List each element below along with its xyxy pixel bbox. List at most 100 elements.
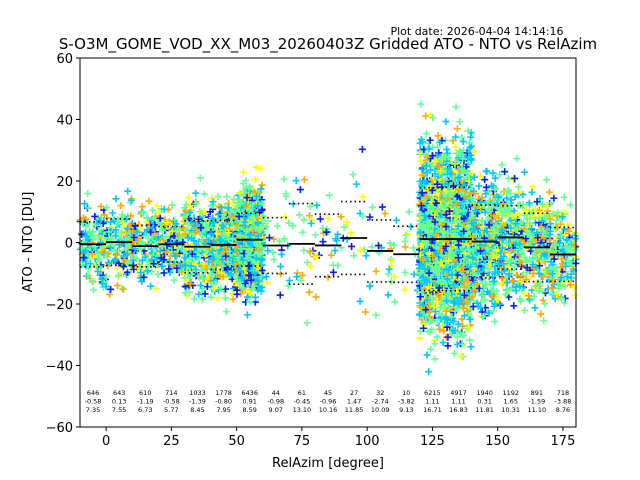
scatter-point — [523, 215, 531, 223]
scatter-point — [160, 205, 168, 213]
scatter-point — [197, 224, 205, 232]
scatter-point — [117, 228, 125, 236]
scatter-point — [513, 271, 521, 279]
scatter-point — [518, 286, 526, 293]
scatter-point — [407, 223, 415, 231]
scatter-point — [340, 223, 348, 231]
scatter-point — [560, 193, 568, 201]
scatter-point — [258, 181, 266, 189]
scatter-point — [426, 182, 434, 190]
scatter-point — [219, 262, 227, 270]
scatter-point — [127, 212, 135, 220]
scatter-point — [417, 190, 425, 198]
scatter-point — [456, 217, 464, 225]
scatter-point — [258, 206, 266, 214]
scatter-point — [423, 193, 431, 201]
scatter-point — [114, 216, 122, 224]
scatter-point — [81, 229, 89, 237]
scatter-point — [458, 340, 466, 348]
scatter-point — [482, 249, 490, 257]
scatter-point — [113, 264, 121, 272]
scatter-point — [513, 155, 521, 163]
scatter-point — [182, 207, 190, 215]
scatter-point — [466, 144, 474, 152]
scatter-point — [277, 270, 285, 278]
scatter-point — [500, 222, 508, 230]
scatter-point — [552, 216, 560, 224]
scatter-point — [456, 173, 464, 181]
scatter-point — [418, 165, 426, 173]
scatter-point — [423, 351, 431, 359]
scatter-point — [415, 264, 423, 272]
scatter-point — [529, 269, 537, 277]
scatter-point — [124, 187, 132, 195]
scatter-point — [337, 213, 345, 221]
scatter-point — [455, 254, 463, 262]
scatter-point — [172, 220, 180, 228]
scatter-point — [150, 260, 158, 268]
scatter-point — [432, 243, 440, 251]
scatter-point — [527, 236, 535, 244]
scatter-point — [312, 293, 320, 301]
scatter-point — [545, 188, 553, 196]
scatter-point — [190, 295, 198, 303]
scatter-point — [441, 153, 449, 161]
scatter-point — [295, 211, 303, 219]
scatter-point — [133, 228, 141, 236]
scatter-point — [532, 205, 540, 213]
scatter-point — [278, 251, 286, 259]
scatter-point — [447, 219, 455, 227]
scatter-point — [542, 176, 550, 184]
scatter-point — [158, 263, 166, 271]
scatter-point — [313, 201, 321, 209]
scatter-point — [479, 223, 487, 231]
scatter-point — [450, 349, 458, 357]
scatter-point — [219, 248, 227, 256]
scatter-point — [488, 292, 496, 300]
scatter-point — [566, 201, 574, 209]
scatter-point — [512, 210, 520, 218]
scatter-point — [521, 206, 529, 214]
scatter-point — [96, 217, 104, 225]
scatter-point — [517, 249, 525, 257]
scatter-point — [170, 276, 178, 284]
scatter-point — [300, 176, 308, 184]
scatter-point — [223, 193, 231, 201]
scatter-point — [186, 280, 194, 288]
scatter-point — [121, 256, 129, 264]
scatter-points — [76, 100, 580, 376]
scatter-point — [432, 199, 440, 207]
scatter-point — [481, 296, 489, 304]
scatter-point — [401, 268, 409, 276]
scatter-point — [508, 277, 516, 285]
scatter-point — [540, 213, 548, 221]
scatter-point — [254, 277, 262, 285]
scatter-point — [539, 256, 547, 264]
scatter-point — [507, 285, 515, 293]
scatter-point — [449, 318, 457, 326]
scatter-point — [359, 193, 367, 201]
scatter-point — [422, 112, 430, 120]
scatter-point — [201, 226, 209, 234]
scatter-point — [422, 306, 430, 314]
scatter-point — [433, 250, 441, 258]
scatter-point — [522, 275, 530, 283]
scatter-point — [184, 225, 192, 233]
scatter-point — [144, 261, 152, 269]
scatter-point — [313, 252, 321, 260]
scatter-point — [305, 212, 313, 220]
scatter-point — [307, 219, 315, 227]
scatter-point — [427, 274, 435, 282]
scatter-point — [276, 237, 284, 245]
scatter-point — [497, 255, 505, 263]
scatter-point — [218, 256, 226, 264]
scatter-point — [233, 221, 241, 229]
scatter-point — [455, 248, 463, 256]
scatter-point — [303, 258, 311, 266]
scatter-point — [554, 208, 562, 216]
scatter-point — [137, 263, 145, 271]
scatter-point — [454, 265, 462, 273]
scatter-point — [192, 266, 200, 274]
scatter-point — [306, 202, 314, 210]
scatter-point — [501, 267, 509, 275]
